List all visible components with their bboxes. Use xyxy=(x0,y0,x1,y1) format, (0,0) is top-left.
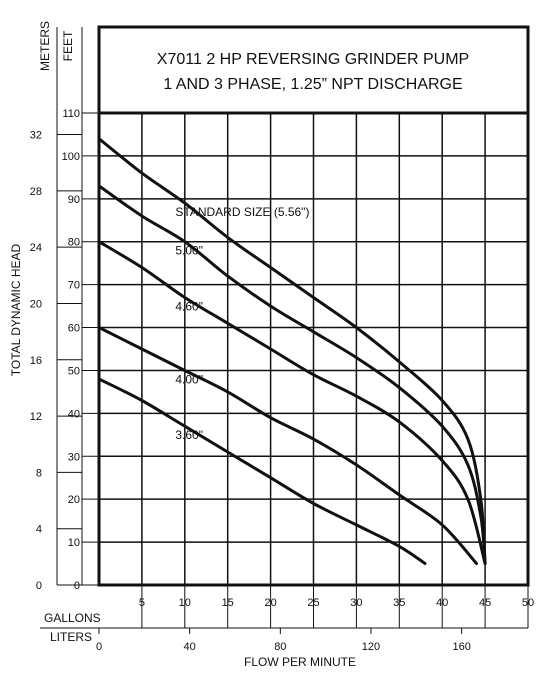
tick-labels: 0102030405060708090100110048121620242832… xyxy=(30,108,534,653)
meters-tick-label: 28 xyxy=(30,186,42,198)
series-line xyxy=(97,240,487,565)
feet-axis-label: FEET xyxy=(61,30,75,61)
liters-tick-label: 160 xyxy=(452,641,470,653)
gallons-tick-label: 45 xyxy=(479,597,491,609)
meters-tick-label: 0 xyxy=(36,580,42,592)
feet-tick-label: 30 xyxy=(68,451,80,463)
feet-tick-label: 20 xyxy=(68,494,80,506)
gallons-tick-label: 30 xyxy=(350,597,362,609)
gallons-tick-label: 40 xyxy=(436,597,448,609)
liters-label: LITERS xyxy=(50,630,92,644)
gallons-tick-label: 20 xyxy=(264,597,276,609)
feet-tick-label: 60 xyxy=(68,323,80,335)
series-label: STANDARD SIZE (5.56") xyxy=(175,205,309,219)
gallons-tick-label: 10 xyxy=(179,597,191,609)
gallons-tick-label: 15 xyxy=(222,597,234,609)
chart-title-line-2: 1 AND 3 PHASE, 1.25” NPT DISCHARGE xyxy=(163,76,462,93)
gallons-tick-label: 35 xyxy=(393,597,405,609)
meters-tick-label: 4 xyxy=(36,524,42,536)
series-label: 4.00" xyxy=(175,372,203,386)
series-line xyxy=(97,377,427,565)
feet-tick-label: 10 xyxy=(68,537,80,549)
series-line xyxy=(97,137,487,565)
feet-tick-label: 80 xyxy=(68,237,80,249)
grid xyxy=(99,113,528,585)
feet-tick-label: 70 xyxy=(68,280,80,292)
meters-tick-label: 16 xyxy=(30,355,42,367)
liters-tick-label: 80 xyxy=(274,641,286,653)
meters-tick-label: 12 xyxy=(30,411,42,423)
curves: STANDARD SIZE (5.56") 5.00" 4.60" 4.00" 3.60… xyxy=(97,137,487,565)
gallons-tick-label: 25 xyxy=(307,597,319,609)
meters-tick-label: 24 xyxy=(30,242,42,254)
liters-tick-label: 120 xyxy=(362,641,380,653)
gallons-tick-label: 50 xyxy=(522,597,534,609)
plot-frame xyxy=(97,111,530,587)
feet-tick-label: 0 xyxy=(74,580,80,592)
series-label: 5.00" xyxy=(175,244,203,258)
meters-axis-label: METERS xyxy=(38,21,52,71)
feet-tick-label: 110 xyxy=(62,108,80,120)
series-line xyxy=(97,326,478,565)
meters-tick-label: 32 xyxy=(30,130,42,142)
meters-tick-label: 20 xyxy=(30,298,42,310)
title-box xyxy=(97,25,530,115)
y-axis-label: TOTAL DYNAMIC HEAD xyxy=(9,243,23,376)
feet-tick-label: 100 xyxy=(62,151,80,163)
liters-tick-label: 0 xyxy=(96,641,102,653)
feet-tick-label: 90 xyxy=(68,194,80,206)
liters-tick-label: 40 xyxy=(184,641,196,653)
series-label: 3.60" xyxy=(175,428,203,442)
meters-tick-label: 8 xyxy=(36,467,42,479)
chart-title-line-1: X7011 2 HP REVERSING GRINDER PUMP xyxy=(157,51,469,68)
x-axis-label: FLOW PER MINUTE xyxy=(244,655,356,669)
feet-tick-label: 40 xyxy=(68,408,80,420)
series-label: 4.60" xyxy=(175,299,203,313)
series-line xyxy=(97,184,487,565)
feet-tick-label: 50 xyxy=(68,365,80,377)
gallons-label: GALLONS xyxy=(44,611,101,625)
gallons-tick-label: 5 xyxy=(139,597,145,609)
